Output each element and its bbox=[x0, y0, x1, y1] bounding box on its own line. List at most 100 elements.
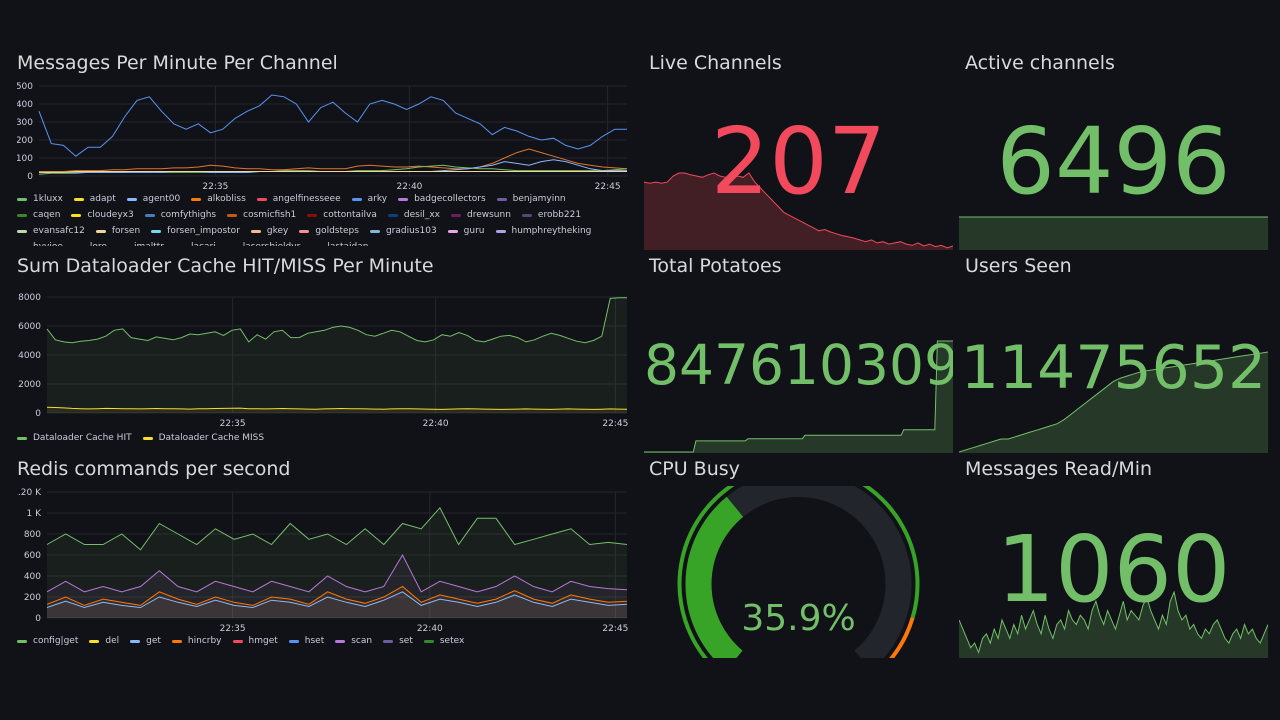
legend-item[interactable]: desil_xx bbox=[387, 209, 440, 221]
legend-swatch bbox=[450, 213, 461, 217]
legend-label: lastaidan bbox=[327, 242, 368, 246]
legend-swatch bbox=[89, 639, 100, 643]
panel-title[interactable]: Messages Per Minute Per Channel bbox=[17, 52, 338, 74]
sparkline-area bbox=[644, 341, 953, 453]
legend-swatch bbox=[171, 639, 182, 643]
legend-swatch bbox=[191, 197, 202, 201]
legend-swatch bbox=[73, 245, 84, 246]
legend-item[interactable]: agent00 bbox=[126, 193, 180, 205]
legend-swatch bbox=[387, 213, 398, 217]
legend-item[interactable]: gradius103 bbox=[369, 225, 437, 237]
legend-item[interactable]: del bbox=[89, 635, 119, 647]
cpu-busy-panel: CPU Busy 35.9% bbox=[644, 458, 953, 658]
panel-title[interactable]: Active channels bbox=[965, 52, 1115, 74]
live-channels-panel: Live Channels 207 bbox=[644, 52, 953, 250]
legend-label: forsen_impostor bbox=[167, 226, 240, 236]
y-tick-label: 0 bbox=[35, 614, 41, 624]
legend-item[interactable]: caqen bbox=[17, 209, 60, 221]
legend-item[interactable]: setex bbox=[423, 635, 464, 647]
legend-item[interactable]: hyyjoe bbox=[17, 241, 63, 246]
legend-label: Dataloader Cache HIT bbox=[33, 433, 132, 443]
panel-title[interactable]: Sum Dataloader Cache HIT/MISS Per Minute bbox=[17, 255, 434, 277]
series-line bbox=[46, 506, 628, 551]
legend-swatch bbox=[369, 229, 380, 233]
panel-title[interactable]: Live Channels bbox=[649, 52, 782, 74]
legend-item[interactable]: lacari bbox=[175, 241, 216, 246]
legend-label: comfythighs bbox=[160, 210, 217, 220]
legend-item[interactable]: evansafc12 bbox=[17, 225, 85, 237]
legend-item[interactable]: angelfinesseee bbox=[256, 193, 341, 205]
series-area bbox=[47, 297, 627, 413]
legend-swatch bbox=[495, 229, 506, 233]
legend-item[interactable]: jmalttr bbox=[117, 241, 164, 246]
y-tick-label: 1.20 K bbox=[17, 488, 42, 498]
legend-swatch bbox=[311, 245, 322, 246]
dataloader-graph[interactable]: 8000 6000 4000 2000 0 22:35 22:40 22:45 bbox=[17, 291, 629, 429]
legend-item[interactable]: hmget bbox=[232, 635, 278, 647]
legend-item[interactable]: Dataloader Cache MISS bbox=[142, 432, 264, 444]
cpu-busy-gauge bbox=[644, 486, 953, 658]
x-tick-label: 22:35 bbox=[220, 624, 246, 634]
messages-read-panel: Messages Read/Min 1060 bbox=[959, 458, 1268, 658]
legend-item[interactable]: lore bbox=[73, 241, 107, 246]
legend-item[interactable]: drewsunn bbox=[450, 209, 511, 221]
legend-item[interactable]: humphreytheking bbox=[495, 225, 591, 237]
legend-swatch bbox=[126, 197, 137, 201]
legend-item[interactable]: set bbox=[383, 635, 413, 647]
legend-item[interactable]: badgecollectors bbox=[398, 193, 486, 205]
sparkline-line bbox=[644, 340, 953, 453]
total-potatoes-panel: Total Potatoes 847610309 bbox=[644, 255, 953, 453]
legend-item[interactable]: cottontailva bbox=[307, 209, 377, 221]
legend-label: config|get bbox=[33, 636, 79, 646]
legend-item[interactable]: cloudeyx3 bbox=[71, 209, 134, 221]
legend-swatch bbox=[521, 213, 532, 217]
legend-item[interactable]: get bbox=[130, 635, 161, 647]
panel-title[interactable]: Users Seen bbox=[965, 255, 1072, 277]
legend-item[interactable]: arky bbox=[351, 193, 387, 205]
gauge-arc bbox=[677, 486, 920, 658]
legend-item[interactable]: alkobliss bbox=[191, 193, 246, 205]
legend-item[interactable]: config|get bbox=[17, 635, 78, 647]
series-line bbox=[46, 406, 628, 410]
legend-item[interactable]: lastaidan bbox=[311, 241, 369, 246]
series-line bbox=[38, 94, 627, 157]
legend-item[interactable]: Dataloader Cache HIT bbox=[17, 432, 132, 444]
legend-item[interactable]: hincrby bbox=[171, 635, 222, 647]
legend-item[interactable]: goldsteps bbox=[299, 225, 359, 237]
legend-item[interactable]: cosmicfish1 bbox=[227, 209, 296, 221]
legend-item[interactable]: erobb221 bbox=[521, 209, 581, 221]
redis-graph[interactable]: 1.20 K 1 K 800 600 400 200 0 22:35 22:40 22:45 bbox=[17, 486, 629, 634]
series-area bbox=[47, 586, 627, 618]
legend-label: lacari bbox=[191, 242, 216, 246]
users-seen-value: 11475652 bbox=[960, 333, 1267, 403]
legend-item[interactable]: gkey bbox=[250, 225, 289, 237]
legend-item[interactable]: benjamyinn bbox=[496, 193, 566, 205]
messages-graph[interactable]: 500 400 300 200 100 0 22:35 22:40 22:45 bbox=[17, 80, 629, 192]
legend-label: evansafc12 bbox=[33, 226, 85, 236]
legend-item[interactable]: scan bbox=[335, 635, 372, 647]
legend-item[interactable]: hset bbox=[288, 635, 324, 647]
legend-item[interactable]: forsen bbox=[95, 225, 140, 237]
legend-item[interactable]: adapt bbox=[73, 193, 116, 205]
legend-swatch bbox=[256, 197, 267, 201]
total-potatoes-sparkline bbox=[644, 340, 953, 453]
sparkline-area bbox=[959, 217, 1268, 250]
legend-label: gkey bbox=[266, 226, 289, 236]
legend-swatch bbox=[17, 245, 27, 246]
y-tick-label: 200 bbox=[17, 136, 33, 146]
panel-title[interactable]: Redis commands per second bbox=[17, 458, 291, 480]
legend-item[interactable]: forsen_impostor bbox=[151, 225, 240, 237]
legend-swatch bbox=[226, 245, 237, 246]
legend-item[interactable]: lasershieldvr bbox=[226, 241, 300, 246]
series-line bbox=[46, 585, 628, 606]
legend-label: caqen bbox=[33, 210, 61, 220]
legend-item[interactable]: guru bbox=[447, 225, 485, 237]
y-tick-label: 800 bbox=[24, 530, 41, 540]
legend-swatch bbox=[95, 229, 106, 233]
panel-title[interactable]: CPU Busy bbox=[649, 458, 740, 480]
legend-item[interactable]: comfythighs bbox=[144, 209, 217, 221]
panel-title[interactable]: Messages Read/Min bbox=[965, 458, 1153, 480]
legend-item[interactable]: 1kluxx bbox=[17, 193, 63, 205]
panel-title[interactable]: Total Potatoes bbox=[649, 255, 782, 277]
legend-swatch bbox=[17, 436, 27, 440]
